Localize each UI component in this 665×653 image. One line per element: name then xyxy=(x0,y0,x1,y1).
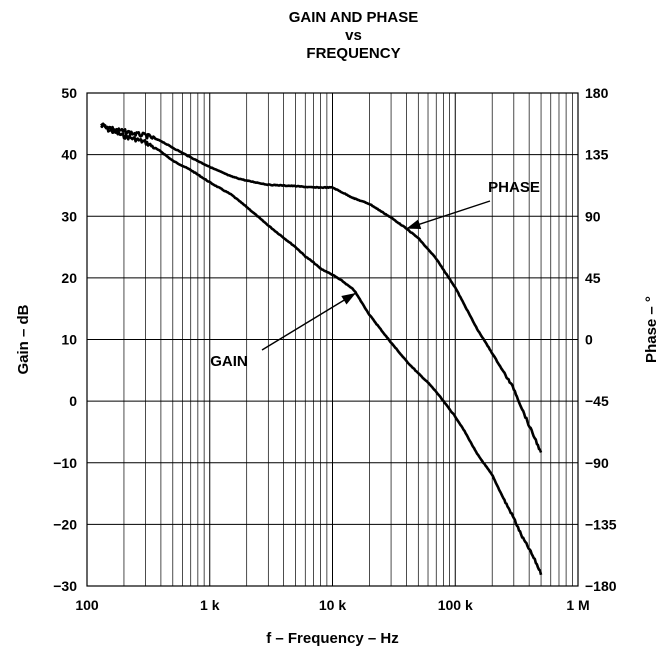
chart-title-line-1: GAIN AND PHASE xyxy=(288,9,419,26)
annotation-label-phase: PHASE xyxy=(488,179,540,196)
y-left-tick-label: 30 xyxy=(61,208,77,224)
y-right-tick-label: 90 xyxy=(585,208,601,224)
x-tick-label: 100 k xyxy=(438,597,473,613)
plot-frame xyxy=(86,92,579,587)
chart-title-line-3: FREQUENCY xyxy=(306,45,401,62)
y-right-tick-label: −90 xyxy=(585,455,609,471)
annotation-arrowhead-gain xyxy=(341,293,356,305)
y-right-tick-label: 45 xyxy=(585,270,601,286)
y-left-tick-label: 0 xyxy=(69,393,77,409)
y-right-tick-label: −135 xyxy=(585,516,617,532)
y-right-tick-label: −45 xyxy=(585,393,609,409)
y-left-tick-label: 10 xyxy=(61,332,77,348)
y-axis-right-title: Phase – ° xyxy=(643,296,660,363)
annotation-arrow-phase xyxy=(406,200,491,230)
y-right-tick-label: 0 xyxy=(585,332,593,348)
y-axis-left-title: Gain – dB xyxy=(15,304,32,374)
series-layer xyxy=(100,122,543,576)
series-line-gain xyxy=(100,122,543,576)
y-left-tick-label: −30 xyxy=(53,578,77,594)
annotation-arrowhead-phase xyxy=(406,219,422,229)
x-tick-label: 1 M xyxy=(566,597,589,613)
y-right-tick-label: 135 xyxy=(585,147,609,163)
annotation-label-gain: GAIN xyxy=(210,353,248,370)
annotations: PHASE GAIN xyxy=(210,179,540,370)
series-line-phase xyxy=(100,122,543,453)
chart-title-line-2: vs xyxy=(345,27,362,44)
x-tick-label: 10 k xyxy=(319,597,346,613)
x-axis-title: f – Frequency – Hz xyxy=(266,630,399,647)
annotation-arrow-gain xyxy=(261,292,357,351)
y-left-tick-label: 50 xyxy=(61,85,77,101)
y-right-tick-label: 180 xyxy=(585,85,609,101)
grid xyxy=(87,93,578,586)
x-tick-label: 100 xyxy=(75,597,99,613)
y-left-tick-label: 40 xyxy=(61,147,77,163)
x-tick-label: 1 k xyxy=(200,597,220,613)
y-left-tick-label: −20 xyxy=(53,516,77,532)
y-right-tick-label: −180 xyxy=(585,578,617,594)
y-left-tick-label: −10 xyxy=(53,455,77,471)
y-left-tick-label: 20 xyxy=(61,270,77,286)
